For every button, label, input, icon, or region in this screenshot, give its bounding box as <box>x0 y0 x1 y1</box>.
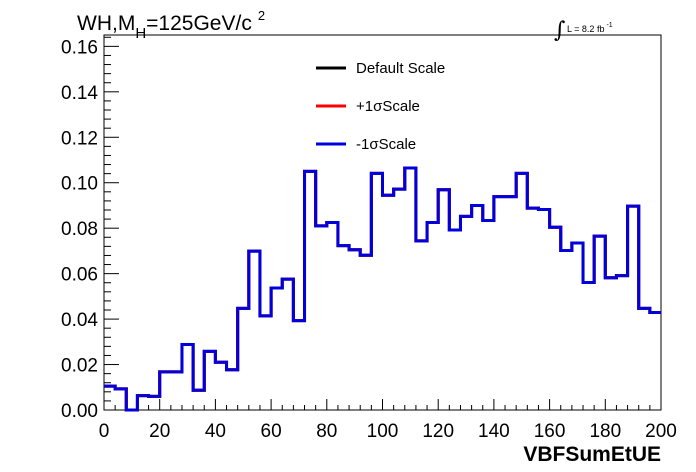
chart-title: WH,MH=125GeV/c 2 <box>77 8 265 42</box>
y-tick-label: 0.10 <box>61 174 98 195</box>
legend: Default Scale +1σScale -1σScale <box>316 60 445 153</box>
x-tick-label: 200 <box>645 421 677 442</box>
legend-label: -1σScale <box>356 136 416 153</box>
lumi-label: L = 8.2 fb -1 <box>567 22 613 34</box>
title-superscript: 2 <box>258 8 265 23</box>
axes: 0 20 40 60 80 100 120 140 160 180 200 0.00 0.02 0.04 0… <box>61 36 677 442</box>
lumi-integral-icon: ∫ <box>554 18 566 43</box>
x-tick-label: 80 <box>316 421 337 442</box>
x-tick-label: 140 <box>478 421 510 442</box>
legend-label: Default Scale <box>356 60 445 77</box>
y-tick-label: 0.16 <box>61 37 98 58</box>
lumi-text: L = 8.2 fb <box>567 24 604 34</box>
title-rest: =125GeV/c <box>146 12 252 35</box>
y-tick-label: 0.08 <box>61 219 98 240</box>
x-tick-label: 120 <box>422 421 454 442</box>
series-line-0 <box>104 166 661 412</box>
y-tick-label: 0.04 <box>61 310 98 331</box>
legend-label: +1σScale <box>356 98 420 115</box>
y-tick-label: 0.02 <box>61 356 98 377</box>
x-axis-title: VBFSumEtUE <box>523 443 661 466</box>
y-tick-label: 0.00 <box>61 401 98 422</box>
series-line-2 <box>104 166 661 412</box>
series-layer <box>104 166 661 412</box>
title-subscript: H <box>135 25 146 42</box>
lumi-superscript: -1 <box>606 22 612 29</box>
y-tick-label: 0.12 <box>61 128 98 149</box>
x-tick-label: 20 <box>149 421 170 442</box>
series-line-1 <box>104 166 661 412</box>
x-tick-label: 60 <box>261 421 282 442</box>
y-tick-label: 0.14 <box>61 83 98 104</box>
title-main: WH,M <box>77 12 135 35</box>
x-tick-label: 100 <box>367 421 399 442</box>
plot-frame <box>103 34 662 411</box>
x-tick-label: 0 <box>99 421 110 442</box>
x-tick-label: 180 <box>589 421 621 442</box>
x-tick-label: 40 <box>205 421 226 442</box>
x-tick-label: 160 <box>534 421 566 442</box>
y-tick-label: 0.06 <box>61 265 98 286</box>
